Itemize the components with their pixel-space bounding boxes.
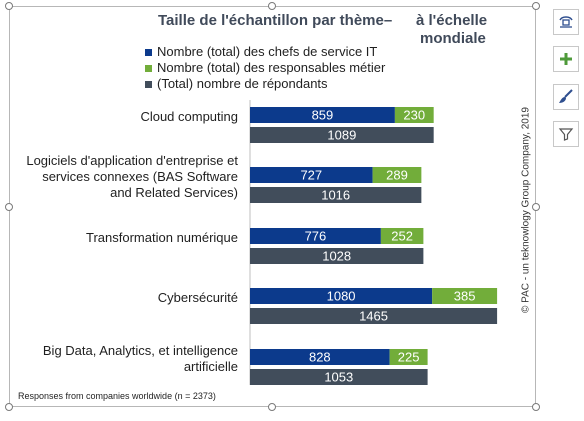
bar-total-respondents-2[interactable] — [250, 248, 424, 264]
legend-entry-total-respondents: (Total) nombre de répondants — [145, 76, 385, 92]
bar-it-heads-1[interactable] — [250, 167, 373, 183]
category-label-0-line-0: Cloud computing — [140, 109, 238, 124]
bar-business-managers-1[interactable] — [372, 167, 422, 183]
bar-business-managers-0[interactable] — [394, 107, 434, 123]
resize-handle-top-right[interactable] — [532, 2, 540, 10]
data-label-total-respondents-1: 1016 — [321, 188, 350, 203]
legend-swatch-business-managers — [145, 64, 152, 72]
category-label-4-line-0: Big Data, Analytics, et intelligence — [42, 343, 238, 358]
data-label-total-respondents-0: 1089 — [327, 128, 356, 143]
chart-elements-plus-icon — [560, 53, 572, 65]
category-label-0: Cloud computing — [140, 109, 238, 125]
category-label-2: Transformation numérique — [86, 230, 238, 246]
resize-handle-top-left[interactable] — [5, 2, 13, 10]
chart-legend: Nombre (total) des chefs de service IT N… — [145, 44, 385, 92]
data-label-business-managers-3: 385 — [454, 289, 476, 304]
category-label-4: Big Data, Analytics, et intelligence arti… — [43, 343, 238, 375]
category-label-1-line-2: and Related Services) — [110, 185, 238, 200]
chart-title-line-3: mondiale — [420, 30, 486, 47]
chart-elements-button[interactable] — [553, 46, 579, 72]
resize-handle-top-middle[interactable] — [268, 2, 276, 10]
layout-options-button[interactable] — [553, 9, 579, 35]
legend-label-total-respondents: (Total) nombre de répondants — [157, 76, 328, 91]
legend-label-business-managers: Nombre (total) des responsables métier — [157, 60, 386, 75]
category-label-1-line-0: Logiciels d'application d'entreprise et — [26, 153, 238, 168]
chart-styles-button[interactable] — [553, 84, 579, 110]
data-label-it-heads-2: 776 — [305, 229, 327, 244]
data-label-it-heads-3: 1080 — [327, 289, 356, 304]
resize-handle-bottom-left[interactable] — [5, 403, 13, 411]
bar-business-managers-4[interactable] — [389, 349, 428, 365]
category-label-1-line-1: services connexes (BAS Software — [42, 169, 238, 184]
resize-handle-bottom-middle[interactable] — [268, 403, 276, 411]
data-label-business-managers-0: 230 — [403, 108, 425, 123]
bar-it-heads-3[interactable] — [250, 288, 433, 304]
data-label-it-heads-4: 828 — [309, 350, 331, 365]
data-label-business-managers-2: 252 — [391, 229, 413, 244]
chart-filters-funnel-icon — [558, 128, 574, 141]
copyright-notice: © PAC - un teknowlogy Group Company, 201… — [520, 107, 532, 313]
bar-total-respondents-4[interactable] — [250, 369, 428, 385]
legend-swatch-total-respondents — [145, 80, 152, 88]
layout-options-icon — [559, 16, 573, 28]
data-label-total-respondents-2: 1028 — [322, 249, 351, 264]
resize-handle-middle-left[interactable] — [5, 203, 13, 211]
data-label-total-respondents-3: 1465 — [359, 309, 388, 324]
resize-handle-bottom-right[interactable] — [532, 403, 540, 411]
bar-it-heads-4[interactable] — [250, 349, 390, 365]
bar-total-respondents-3[interactable] — [250, 308, 498, 324]
bar-total-respondents-0[interactable] — [250, 127, 434, 143]
legend-swatch-it-heads — [145, 48, 152, 56]
category-label-3-line-0: Cybersécurité — [157, 290, 238, 305]
category-label-2-line-0: Transformation numérique — [86, 230, 238, 245]
bar-it-heads-0[interactable] — [250, 107, 395, 123]
data-label-total-respondents-4: 1053 — [324, 370, 353, 385]
chart-title-line-1: Taille de l'échantillon par thème– — [158, 12, 393, 29]
category-label-3: Cybersécurité — [158, 290, 238, 306]
bar-it-heads-2[interactable] — [250, 228, 381, 244]
data-label-it-heads-1: 727 — [300, 168, 322, 183]
legend-entry-business-managers: Nombre (total) des responsables métier — [145, 60, 385, 76]
bar-business-managers-3[interactable] — [432, 288, 498, 304]
chart-styles-brush-icon — [559, 89, 573, 103]
chart-filters-button[interactable] — [553, 121, 579, 147]
category-label-4-line-1: artificielle — [183, 359, 238, 374]
legend-label-it-heads: Nombre (total) des chefs de service IT — [157, 44, 378, 59]
chart-title-line-2: à l'échelle — [416, 12, 488, 29]
legend-entry-it-heads: Nombre (total) des chefs de service IT — [145, 44, 385, 60]
data-label-business-managers-1: 289 — [386, 168, 408, 183]
bar-business-managers-2[interactable] — [380, 228, 424, 244]
chart-footnote: Responses from companies worldwide (n = … — [18, 391, 216, 401]
category-label-1: Logiciels d'application d'entreprise et s… — [26, 153, 238, 201]
data-label-it-heads-0: 859 — [312, 108, 334, 123]
data-label-business-managers-4: 225 — [398, 350, 420, 365]
resize-handle-middle-right[interactable] — [532, 203, 540, 211]
bar-total-respondents-1[interactable] — [250, 187, 422, 203]
